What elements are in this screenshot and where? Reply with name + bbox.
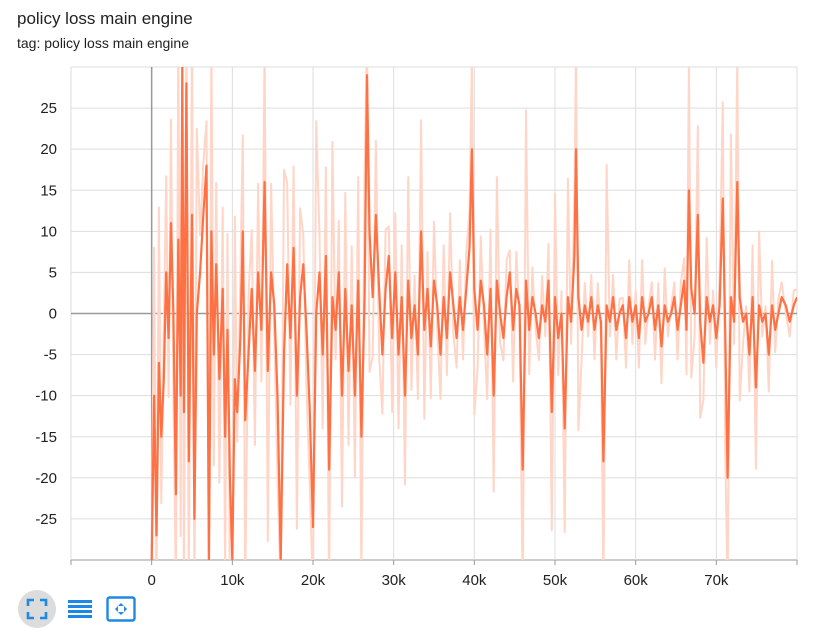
smoothed-series — [150, 67, 797, 560]
x-tick-label: 10k — [220, 572, 245, 589]
y-tick-label: -15 — [35, 429, 57, 446]
expand-icon — [26, 598, 48, 620]
chart-tag: tag: policy loss main engine — [17, 35, 189, 51]
y-tick-label: -25 — [35, 511, 57, 528]
lines-icon — [68, 600, 92, 618]
x-tick-label: 50k — [543, 572, 568, 589]
fit-domain-button[interactable] — [102, 590, 140, 628]
fullscreen-toggle-button[interactable] — [18, 590, 56, 628]
axis-ticks: -25 -20 -15 -10 -5 0 5 10 15 20 25 0 10k 20k 30k 40k 50k… — [35, 100, 729, 589]
x-tick-label: 30k — [382, 572, 407, 589]
y-tick-label: 25 — [40, 100, 57, 117]
line-chart: -25 -20 -15 -10 -5 0 5 10 15 20 25 0 10k 20k 30k 40k 50k… — [35, 66, 798, 589]
y-tick-label: -5 — [44, 347, 57, 364]
y-tick-label: 0 — [49, 306, 57, 323]
x-tick-label: 0 — [147, 572, 155, 589]
chart-title: policy loss main engine — [17, 9, 193, 28]
y-tick-label: -20 — [35, 470, 57, 487]
y-tick-label: 10 — [40, 223, 57, 240]
y-tick-label: 5 — [49, 264, 57, 281]
series-line — [150, 67, 797, 560]
y-tick-label: -10 — [35, 388, 57, 405]
x-tick-label: 70k — [704, 572, 729, 589]
toggle-log-scale-button[interactable] — [61, 590, 99, 628]
x-tick-label: 60k — [624, 572, 649, 589]
y-tick-label: 20 — [40, 141, 57, 158]
x-tick-label: 20k — [301, 572, 326, 589]
fit-domain-icon — [106, 596, 136, 622]
y-tick-label: 15 — [40, 182, 57, 199]
x-tick-label: 40k — [462, 572, 487, 589]
